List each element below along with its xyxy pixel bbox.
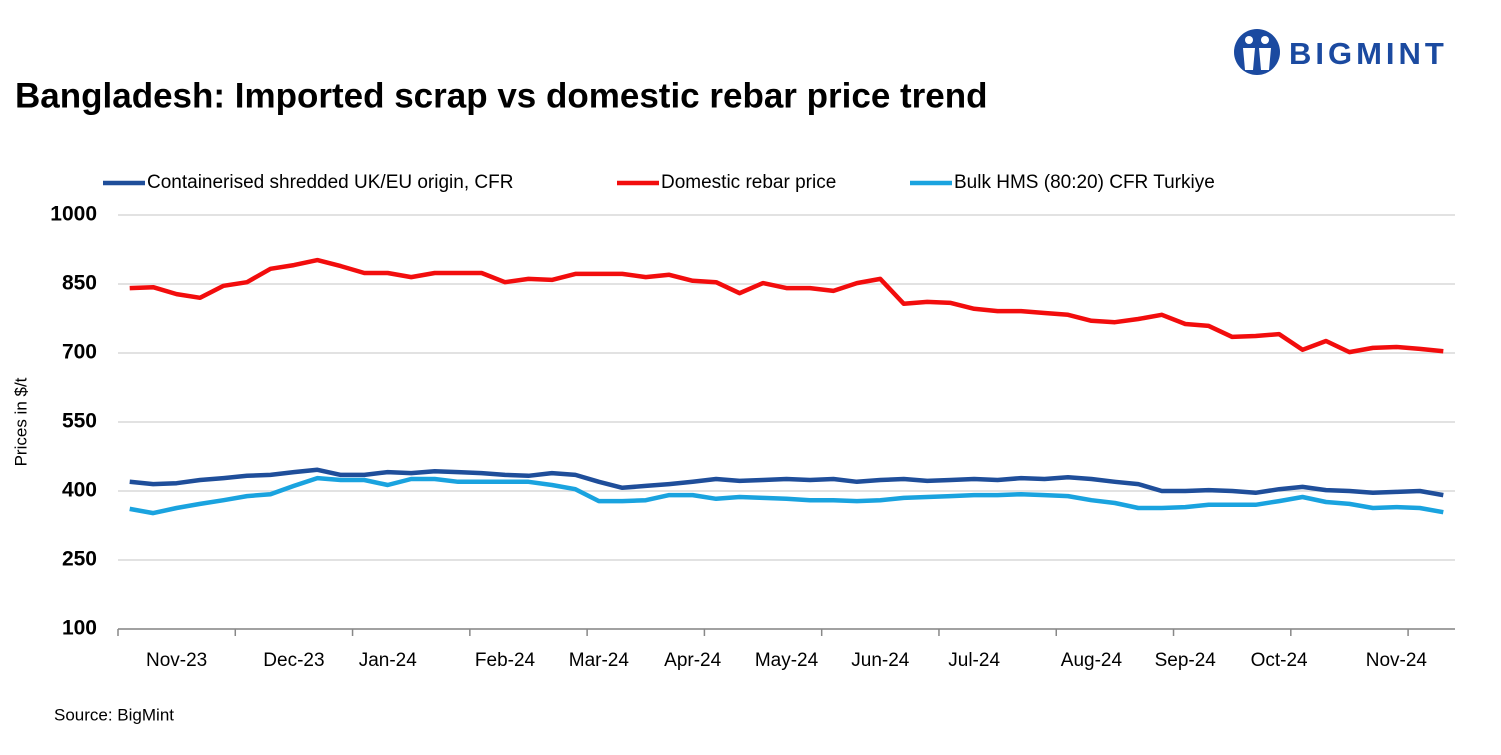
logo-text: BIGMINT	[1289, 36, 1448, 71]
y-tick-label: 100	[62, 617, 97, 640]
y-tick-label: 850	[62, 272, 97, 295]
chart-title: Bangladesh: Imported scrap vs domestic r…	[15, 76, 988, 115]
x-tick-label: Mar-24	[569, 650, 630, 671]
x-tick-label: Aug-24	[1061, 650, 1123, 671]
series-line	[129, 257, 1444, 355]
x-tick-label: Nov-23	[146, 650, 207, 671]
x-tick-label: Jul-24	[948, 650, 1000, 671]
legend-label: Bulk HMS (80:20) CFR Turkiye	[954, 172, 1215, 193]
x-tick-label: Jun-24	[851, 650, 910, 671]
x-tick-label: Oct-24	[1251, 650, 1308, 671]
x-tick-label: Nov-24	[1366, 650, 1428, 671]
y-axis-label: Prices in $/t	[11, 377, 30, 466]
y-tick-label: 700	[62, 341, 97, 364]
source: Source: BigMint	[54, 705, 174, 724]
x-tick-label: Dec-23	[263, 650, 324, 671]
x-tick-label: May-24	[755, 650, 819, 671]
y-tick-label: 400	[62, 479, 97, 502]
y-tick-label: 1000	[50, 203, 97, 226]
legend-label: Domestic rebar price	[661, 172, 836, 193]
y-tick-label: 550	[62, 410, 97, 433]
series-line	[129, 467, 1444, 498]
x-tick-label: Feb-24	[475, 650, 536, 671]
x-tick-label: Sep-24	[1155, 650, 1217, 671]
x-tick-label: Apr-24	[664, 650, 721, 671]
y-tick-label: 250	[62, 548, 97, 571]
logo-icon	[1234, 29, 1280, 75]
legend-label: Containerised shredded UK/EU origin, CFR	[147, 172, 513, 193]
x-tick-label: Jan-24	[359, 650, 418, 671]
series-line	[129, 475, 1444, 516]
